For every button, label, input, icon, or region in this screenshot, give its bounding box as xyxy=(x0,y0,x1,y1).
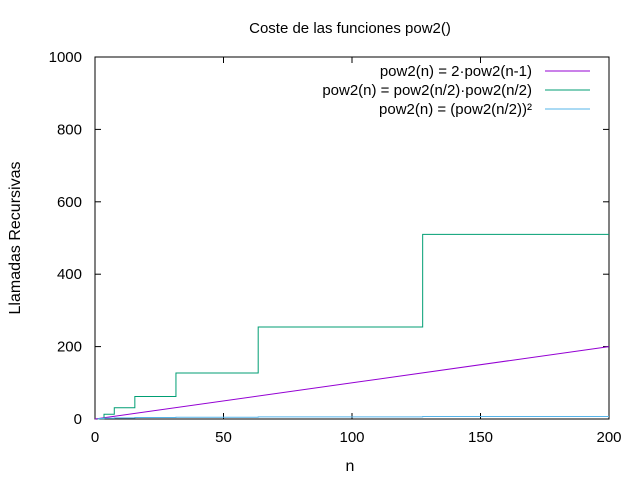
y-tick-label: 400 xyxy=(57,266,82,283)
x-tick-label: 200 xyxy=(596,429,621,446)
legend-label-1: pow2(n) = 2·pow2(n-1) xyxy=(380,63,532,80)
series-line-1 xyxy=(94,346,610,420)
x-axis: 0 50 100 150 200 xyxy=(91,57,622,446)
y-tick-label: 200 xyxy=(57,339,82,356)
x-axis-title: n xyxy=(346,458,355,475)
x-tick-label: 100 xyxy=(339,429,364,446)
x-tick-label: 0 xyxy=(91,429,99,446)
y-tick-label: 600 xyxy=(57,194,82,211)
y-axis-title: Llamadas Recursivas xyxy=(7,162,24,315)
y-tick-label: 800 xyxy=(57,121,82,138)
legend-label-3: pow2(n) = (pow2(n/2))² xyxy=(379,101,532,118)
x-tick-label: 150 xyxy=(468,429,493,446)
y-tick-label: 0 xyxy=(74,411,82,428)
chart-title: Coste de las funciones pow2() xyxy=(249,20,451,37)
y-tick-label: 1000 xyxy=(49,49,82,66)
x-tick-label: 50 xyxy=(215,429,232,446)
y-axis: 0 200 400 600 800 1000 xyxy=(49,49,609,428)
legend: pow2(n) = 2·pow2(n-1) pow2(n) = pow2(n/2)… xyxy=(322,63,590,118)
series-line-3 xyxy=(97,415,609,420)
legend-label-2: pow2(n) = pow2(n/2)·pow2(n/2) xyxy=(322,82,532,99)
series-layer xyxy=(94,233,610,420)
